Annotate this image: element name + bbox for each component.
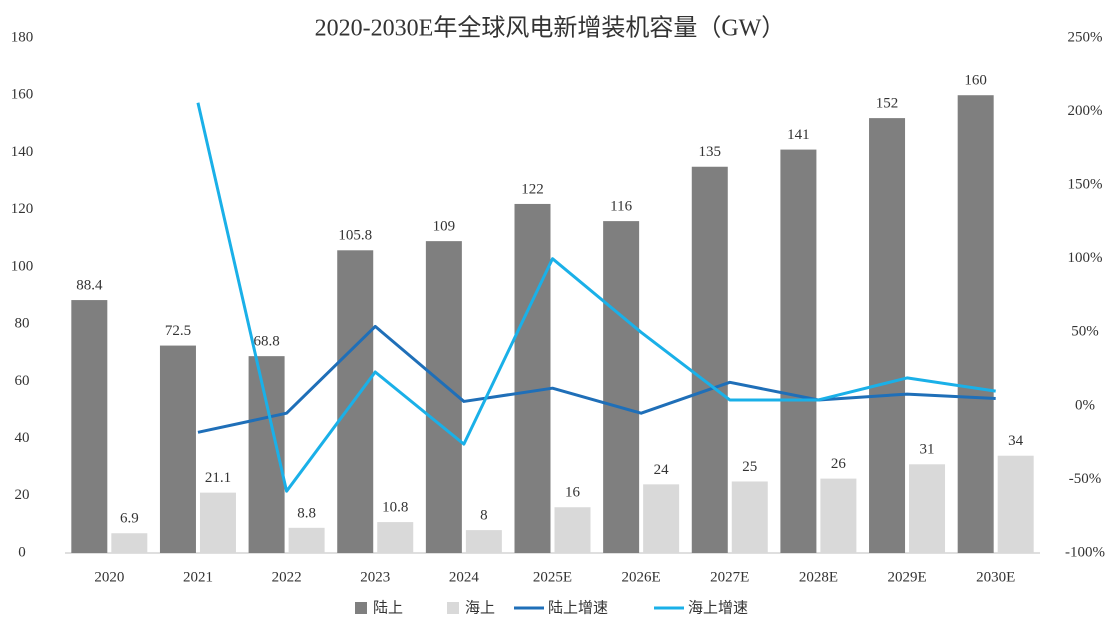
bar [691, 166, 728, 553]
x-tick-label: 2026E [622, 569, 661, 585]
bar [643, 484, 680, 553]
x-tick-label: 2029E [887, 569, 926, 585]
bar [425, 241, 462, 553]
data-label: 141 [787, 127, 810, 143]
x-tick-label: 2025E [533, 569, 572, 585]
bar [869, 118, 906, 553]
data-label: 135 [699, 144, 722, 160]
data-label: 16 [565, 485, 581, 501]
y2-tick-label: 200% [1068, 103, 1103, 119]
bar [514, 203, 551, 553]
x-tick-label: 2023 [360, 569, 390, 585]
y2-tick-label: -50% [1069, 471, 1102, 487]
bar [377, 522, 414, 553]
y2-tick-label: -100% [1065, 544, 1105, 560]
y-tick-label: 0 [18, 544, 26, 560]
x-tick-label: 2022 [272, 569, 302, 585]
line [196, 102, 996, 493]
legend-label: 陆上 [373, 599, 403, 617]
legend-label: 海上增速 [688, 599, 748, 617]
bar [337, 250, 374, 554]
data-label: 24 [654, 462, 670, 478]
data-label: 122 [521, 181, 544, 197]
x-tick-label: 2020 [94, 569, 124, 585]
y-tick-label: 180 [11, 29, 34, 45]
y-tick-label: 160 [11, 87, 34, 103]
x-tick-label: 2030E [976, 569, 1015, 585]
x-tick-label: 2028E [799, 569, 838, 585]
y2-tick-label: 50% [1071, 324, 1099, 340]
data-label: 6.9 [120, 511, 139, 527]
data-label: 109 [433, 219, 456, 235]
bar [159, 345, 196, 553]
y2-tick-label: 150% [1068, 177, 1103, 193]
bar [111, 533, 148, 553]
y2-tick-label: 0% [1075, 397, 1095, 413]
y2-tick-label: 100% [1068, 250, 1103, 266]
data-label: 8 [480, 508, 488, 524]
bar [957, 95, 994, 553]
bar [997, 455, 1034, 553]
bar [603, 221, 640, 553]
y-tick-label: 60 [15, 373, 30, 389]
bar [554, 507, 591, 553]
x-tick-label: 2021 [183, 569, 213, 585]
data-label: 8.8 [297, 505, 316, 521]
x-tick-label: 2027E [710, 569, 749, 585]
legend-swatch [447, 602, 459, 614]
y-tick-label: 140 [11, 144, 34, 160]
data-label: 25 [742, 459, 757, 475]
bar [820, 478, 857, 553]
legend-label: 陆上增速 [548, 599, 608, 617]
bar [199, 492, 236, 553]
data-label: 26 [831, 456, 847, 472]
data-label: 72.5 [165, 323, 191, 339]
y2-tick-label: 250% [1068, 29, 1103, 45]
data-label: 21.1 [205, 470, 231, 486]
y-tick-label: 80 [15, 316, 30, 332]
legend-label: 海上 [465, 599, 495, 617]
x-tick-label: 2024 [449, 569, 480, 585]
data-label: 88.4 [76, 278, 103, 294]
data-label: 31 [920, 442, 935, 458]
data-label: 152 [876, 96, 899, 112]
y-tick-label: 40 [15, 430, 30, 446]
line [197, 324, 996, 434]
bar [909, 464, 946, 553]
y-tick-label: 100 [11, 258, 34, 274]
legend-swatch [355, 602, 367, 614]
y-tick-label: 20 [15, 487, 30, 503]
bar [288, 527, 325, 553]
bar [465, 530, 502, 553]
data-label: 116 [610, 199, 632, 215]
data-label: 34 [1008, 433, 1024, 449]
bar [71, 300, 108, 553]
data-label: 10.8 [382, 500, 408, 516]
chart-title: 2020-2030E年全球风电新增装机容量（GW） [315, 15, 786, 42]
data-label: 160 [964, 73, 987, 89]
data-label: 105.8 [338, 228, 372, 244]
data-label: 68.8 [253, 334, 279, 350]
bar [731, 481, 768, 553]
y-tick-label: 120 [11, 201, 34, 217]
bar [780, 149, 817, 554]
